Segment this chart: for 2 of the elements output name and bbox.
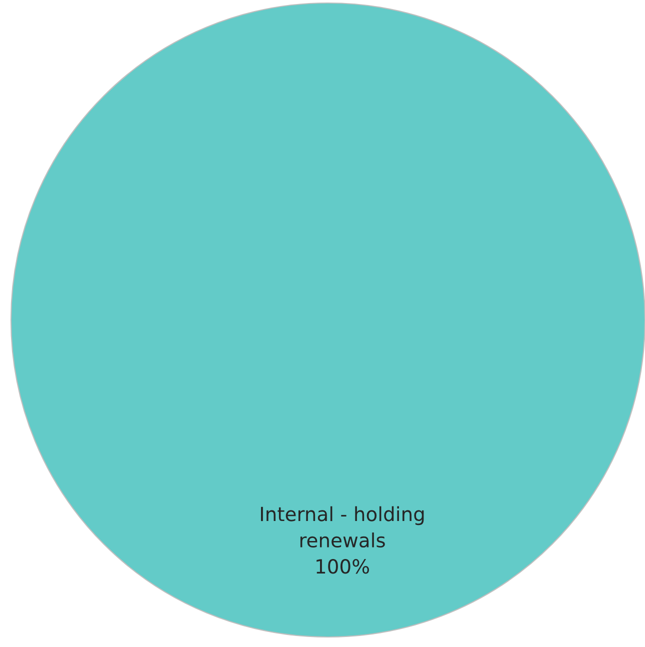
data-label: 100% xyxy=(316,559,369,574)
slice-label: Internal - holding renewals xyxy=(261,506,424,548)
